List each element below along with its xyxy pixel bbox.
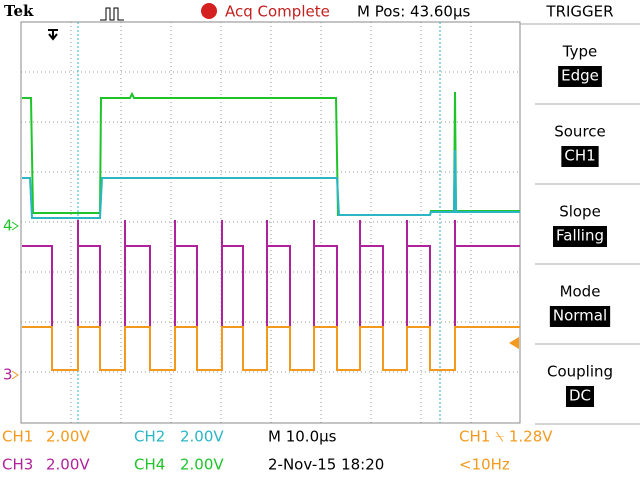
menu-value-box bbox=[561, 146, 599, 167]
ch3-scale: 2.00V bbox=[46, 456, 90, 474]
menu-value: Edge bbox=[561, 67, 599, 85]
ch1-scale: 2.00V bbox=[46, 428, 90, 446]
menu-value-box bbox=[549, 306, 611, 327]
trigger-menu: TRIGGER Type Edge Source CH1 Slope Falling Mod… bbox=[520, 3, 640, 425]
ch1-trace bbox=[22, 326, 520, 371]
menu-value: DC bbox=[569, 387, 591, 405]
trigger-level bbox=[509, 337, 519, 349]
menu-value-box bbox=[565, 386, 595, 407]
brand: Tek bbox=[4, 2, 34, 20]
trigger-position bbox=[48, 29, 58, 41]
ch2-scale: 2.00V bbox=[180, 428, 224, 446]
trigger-setting: CH1 ⍀ 1.28V bbox=[459, 428, 553, 446]
ch1-label: CH1 bbox=[2, 428, 33, 446]
timebase: M 10.0µs bbox=[268, 428, 337, 446]
ch4-marker: 4 bbox=[3, 217, 13, 235]
graticule-border bbox=[20, 21, 521, 424]
trigger-icon bbox=[100, 7, 124, 21]
menu-label: Type bbox=[562, 43, 597, 61]
ch3-marker: 3 bbox=[3, 366, 13, 384]
waveforms bbox=[22, 91, 520, 371]
menu-value-box bbox=[553, 226, 607, 247]
menu-value: Normal bbox=[553, 307, 607, 325]
menu-title: TRIGGER bbox=[545, 3, 613, 21]
ch3-arrow bbox=[11, 370, 19, 380]
menu-label: Mode bbox=[560, 283, 601, 301]
menu-label: Slope bbox=[559, 203, 601, 221]
ch3-label: CH3 bbox=[2, 456, 33, 474]
menu-label: Coupling bbox=[547, 363, 613, 381]
datetime: 2-Nov-15 18:20 bbox=[268, 456, 384, 474]
menu-value: CH1 bbox=[564, 147, 595, 165]
status-dot bbox=[201, 3, 217, 19]
ch4-arrow bbox=[11, 221, 19, 231]
ch2-label: CH2 bbox=[134, 428, 165, 446]
menu-value: Falling bbox=[556, 227, 604, 245]
ch2-trace bbox=[22, 149, 520, 219]
menu-label: Source bbox=[554, 123, 606, 141]
status: Acq Complete bbox=[225, 3, 330, 21]
ch4-label: CH4 bbox=[134, 456, 165, 474]
menu-value-box bbox=[558, 66, 602, 87]
frequency: <10Hz bbox=[459, 456, 510, 474]
position: M Pos: 43.60µs bbox=[357, 3, 471, 21]
ch4-scale: 2.00V bbox=[180, 456, 224, 474]
